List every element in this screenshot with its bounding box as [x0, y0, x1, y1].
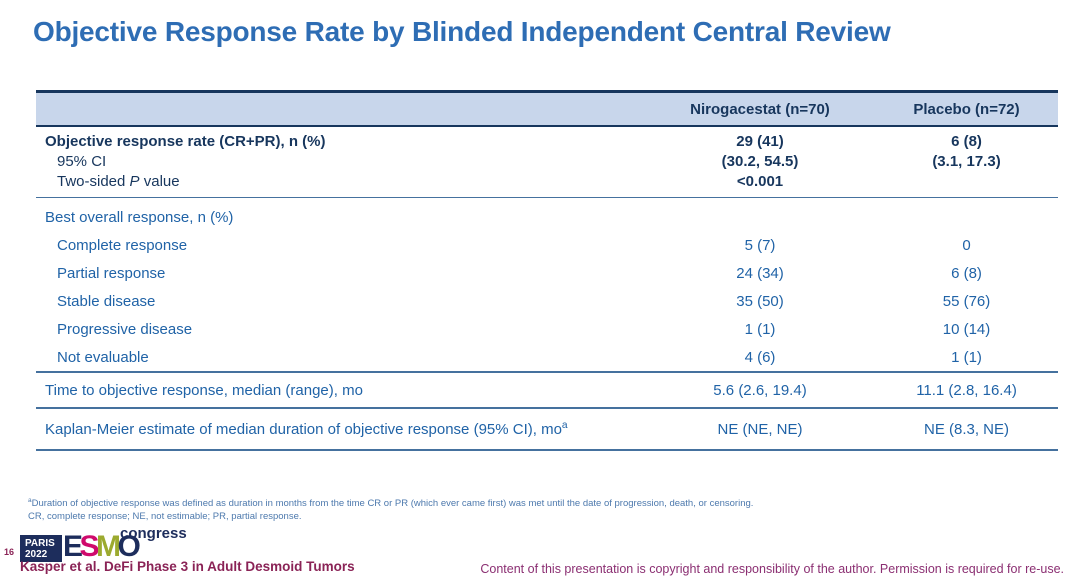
results-table: Nirogacestat (n=70) Placebo (n=72) Objec… — [36, 90, 1058, 451]
page-number: 16 — [4, 547, 15, 557]
row-label: Partial response — [57, 264, 166, 282]
esmo-letter-o: O — [117, 530, 141, 563]
paris-label: PARIS — [25, 537, 55, 549]
row-label: 95% CI — [57, 152, 107, 170]
cell-placebo: 1 (1) — [951, 348, 982, 366]
column-header-nirogacestat: Nirogacestat (n=70) — [690, 100, 830, 118]
page-title: Objective Response Rate by Blinded Indep… — [33, 16, 891, 47]
table-row: Best overall response, n (%) — [36, 203, 1058, 231]
footnote-text: Duration of objective response was defin… — [31, 498, 754, 509]
congress-label: congress — [120, 525, 187, 542]
table-row: Complete response 5 (7) 0 — [36, 231, 1058, 259]
row-label: Time to objective response, median (rang… — [45, 381, 363, 399]
cell-nirogacestat: (30.2, 54.5) — [721, 152, 799, 170]
row-label: Stable disease — [57, 292, 156, 310]
row-label: Progressive disease — [57, 320, 193, 338]
cell-nirogacestat: 24 (34) — [736, 264, 784, 282]
cell-placebo: 0 — [962, 236, 971, 254]
table-row: Not evaluable 4 (6) 1 (1) — [36, 343, 1058, 371]
cell-placebo: 55 (76) — [942, 292, 991, 310]
copyright-notice: Content of this presentation is copyrigh… — [480, 562, 1064, 576]
esmo-letter-e: E — [63, 530, 83, 563]
row-label: Best overall response, n (%) — [45, 208, 234, 226]
table-row: Two-sided P value <0.001 — [36, 171, 1058, 191]
cell-placebo: 10 (14) — [942, 320, 991, 338]
table-row: Partial response 24 (34) 6 (8) — [36, 259, 1058, 287]
table-section-2: Time to objective response, median (rang… — [36, 371, 1058, 407]
table-header-row: Nirogacestat (n=70) Placebo (n=72) — [36, 93, 1058, 127]
paris-2022-badge: PARIS 2022 — [20, 535, 62, 562]
cell-nirogacestat: 1 (1) — [744, 320, 776, 338]
row-label: Complete response — [57, 236, 188, 254]
esmo-wordmark: ESMO — [63, 530, 141, 563]
cell-placebo: NE (8.3, NE) — [923, 420, 1010, 438]
esmo-congress-logo: PARIS 2022 ESMO congress — [20, 525, 230, 570]
footnote-abbreviations: CR, complete response; NE, not estimable… — [28, 511, 302, 522]
row-label: Not evaluable — [57, 348, 149, 366]
footnote-duration-definition: aDuration of objective response was defi… — [28, 497, 753, 510]
cell-placebo: 11.1 (2.8, 16.4) — [916, 381, 1017, 399]
table-section-3: Kaplan-Meier estimate of median duration… — [36, 407, 1058, 449]
table-row: 95% CI (30.2, 54.5) (3.1, 17.3) — [36, 151, 1058, 171]
esmo-letter-m: M — [96, 530, 121, 563]
table-row: Progressive disease 1 (1) 10 (14) — [36, 315, 1058, 343]
cell-placebo: 6 (8) — [951, 132, 982, 150]
cell-placebo: (3.1, 17.3) — [932, 152, 1001, 170]
cell-nirogacestat: 5.6 (2.6, 19.4) — [713, 381, 807, 399]
table-row: Objective response rate (CR+PR), n (%) 29… — [36, 131, 1058, 151]
footnote-marker: a — [28, 496, 32, 504]
cell-nirogacestat: 4 (6) — [744, 348, 776, 366]
row-label: Objective response rate (CR+PR), n (%) — [45, 132, 326, 150]
table-row: Time to objective response, median (rang… — [36, 373, 1058, 407]
cell-nirogacestat: 5 (7) — [744, 236, 776, 254]
footnotes: aDuration of objective response was defi… — [28, 497, 753, 523]
column-header-placebo: Placebo (n=72) — [913, 100, 1020, 118]
row-label: Kaplan-Meier estimate of median duration… — [45, 419, 568, 438]
table-body: Objective response rate (CR+PR), n (%) 29… — [36, 127, 1058, 449]
row-label: Two-sided P value — [57, 172, 180, 190]
cell-nirogacestat: <0.001 — [736, 172, 784, 190]
citation-footer: Kasper et al. DeFi Phase 3 in Adult Desm… — [20, 559, 355, 574]
paris-year: 2022 — [25, 549, 48, 560]
cell-nirogacestat: 35 (50) — [736, 292, 784, 310]
cell-nirogacestat: 29 (41) — [736, 132, 784, 150]
cell-nirogacestat: NE (NE, NE) — [717, 420, 803, 438]
table-row: Kaplan-Meier estimate of median duration… — [36, 409, 1058, 449]
table-row: Stable disease 35 (50) 55 (76) — [36, 287, 1058, 315]
cell-placebo: 6 (8) — [951, 264, 982, 282]
esmo-letter-s: S — [79, 530, 100, 563]
table-section-1: Best overall response, n (%) Complete res… — [36, 197, 1058, 371]
table-section-0: Objective response rate (CR+PR), n (%) 29… — [36, 127, 1058, 197]
